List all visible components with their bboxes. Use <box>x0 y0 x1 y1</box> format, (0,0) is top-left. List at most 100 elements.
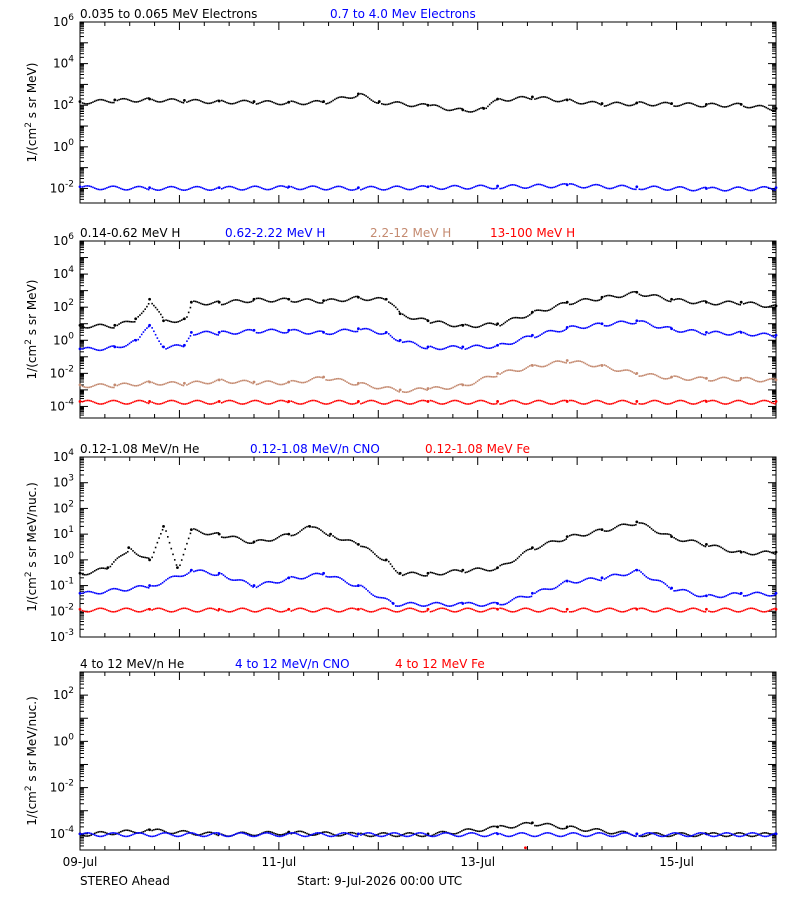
data-point <box>346 402 348 404</box>
data-point <box>130 548 132 550</box>
data-point <box>752 608 754 610</box>
data-point <box>233 536 235 538</box>
data-point <box>177 321 179 323</box>
data-point <box>181 345 183 347</box>
data-point <box>473 609 475 611</box>
data-point <box>619 611 621 613</box>
data-point <box>369 98 371 100</box>
data-point <box>278 582 280 584</box>
data-point <box>99 593 101 595</box>
data-point <box>705 546 707 548</box>
data-point <box>346 381 348 383</box>
data-point <box>87 574 89 576</box>
data-point <box>188 101 190 103</box>
data-point <box>684 610 686 612</box>
data-point <box>736 592 738 594</box>
data-point <box>379 833 381 835</box>
data-point <box>745 302 747 304</box>
data-point <box>675 610 677 612</box>
data-point <box>618 102 620 104</box>
data-point <box>616 370 618 372</box>
data-point <box>153 835 155 837</box>
data-point <box>750 378 752 380</box>
data-point <box>764 306 766 308</box>
data-point <box>390 187 392 189</box>
data-point <box>336 331 338 333</box>
data-point <box>89 832 91 834</box>
data-point <box>247 402 249 404</box>
data-point <box>590 365 592 367</box>
data-point <box>409 189 411 191</box>
data-point <box>111 588 113 590</box>
data-point <box>487 570 489 572</box>
data-point <box>256 587 258 589</box>
data-point <box>757 304 759 306</box>
data-point <box>79 324 82 327</box>
data-point <box>701 301 703 303</box>
data-point <box>346 300 348 302</box>
data-point <box>454 185 456 187</box>
data-point <box>607 530 609 532</box>
data-point <box>581 830 583 832</box>
data-point <box>263 381 265 383</box>
data-point <box>550 98 552 100</box>
data-point <box>757 592 759 594</box>
data-point <box>452 387 454 389</box>
data-point <box>177 188 179 190</box>
data-point <box>296 188 298 190</box>
data-point <box>745 402 747 404</box>
data-point <box>585 579 587 581</box>
data-point <box>90 834 92 836</box>
data-point <box>153 100 155 102</box>
data-point <box>195 334 197 336</box>
data-point <box>278 104 280 106</box>
data-point <box>125 321 127 323</box>
data-point <box>552 330 554 332</box>
data-point <box>212 381 214 383</box>
data-point <box>261 382 263 384</box>
data-point <box>611 403 613 405</box>
data-point <box>607 608 609 610</box>
data-point <box>155 383 157 385</box>
data-point <box>301 529 303 531</box>
data-point <box>204 402 206 404</box>
data-point <box>186 340 188 342</box>
data-point <box>766 611 768 613</box>
data-point <box>414 603 416 605</box>
data-point <box>195 570 197 572</box>
data-point <box>89 347 91 349</box>
data-point <box>211 533 213 535</box>
data-point <box>226 331 228 333</box>
data-point <box>143 585 145 587</box>
data-point <box>717 304 719 306</box>
data-point <box>743 303 745 305</box>
data-point <box>339 330 341 332</box>
data-point <box>539 334 541 336</box>
data-point <box>571 362 573 364</box>
data-point <box>630 292 632 294</box>
data-point <box>684 103 686 105</box>
data-point <box>106 609 108 611</box>
data-point <box>129 321 131 323</box>
data-point <box>118 384 120 386</box>
data-point <box>740 301 743 304</box>
data-point <box>698 331 700 333</box>
data-point <box>508 601 510 603</box>
data-point <box>170 611 172 613</box>
data-point <box>179 830 181 832</box>
data-point <box>160 384 162 386</box>
data-point <box>769 378 771 380</box>
data-point <box>106 347 108 349</box>
data-point <box>136 400 138 402</box>
data-point <box>475 344 477 346</box>
data-point <box>607 366 609 368</box>
data-point <box>268 403 270 405</box>
data-point <box>630 524 632 526</box>
data-point <box>388 561 390 563</box>
data-point <box>90 572 92 574</box>
data-point <box>720 402 722 404</box>
data-point <box>418 318 420 320</box>
data-point <box>444 322 446 324</box>
data-point <box>729 608 731 610</box>
